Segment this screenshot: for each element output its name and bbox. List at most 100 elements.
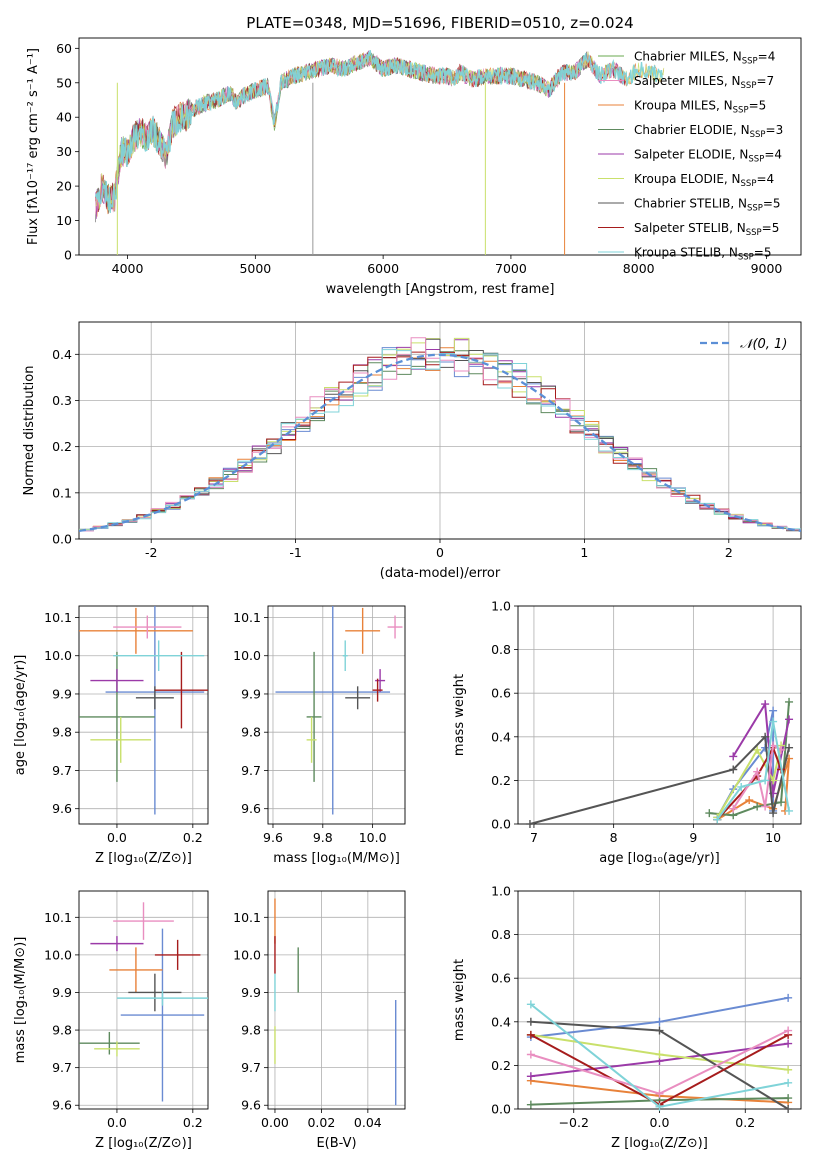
y-tick-label: 0.4: [491, 1014, 511, 1029]
y-tick-label: 9.8: [241, 1023, 261, 1038]
axes-frame: [78, 37, 802, 256]
y-tick-label: 10.1: [44, 610, 72, 625]
plot-spectrum: 4000 5000 6000 7000 8000 9000 0 10 20 30 40 50 60 wav…: [26, 37, 802, 297]
mass-weight-series: [716, 745, 783, 821]
plot-mass-vs-Z: 0.0 0.2 9.6 9.7 9.8 9.9 10.0 10.1 Z [log₁₀(Z/Z⊙)…: [13, 890, 209, 1151]
mass-weight-marker: [784, 1039, 793, 1048]
y-tick-label: 9.6: [52, 801, 72, 816]
axes-frame: [267, 605, 406, 825]
mass-weight-marker: [526, 1072, 535, 1081]
legend-entry: 𝒩(0, 1): [740, 337, 787, 352]
spectrum-series-line: [94, 49, 665, 213]
mass-weight-marker: [784, 1026, 793, 1035]
y-axis-label: mass [log₁₀(M/M⊙)]: [13, 937, 28, 1064]
y-tick-label: 0.6: [491, 686, 511, 701]
legend-entry: Salpeter MILES, NSSP=7: [634, 74, 774, 91]
y-tick-label: 9.6: [241, 801, 261, 816]
y-axis-label: Normed distribution: [22, 366, 37, 496]
legend-entry: Chabrier ELODIE, NSSP=3: [634, 123, 783, 140]
mass-weight-marker: [761, 802, 770, 811]
y-tick-label: 60: [56, 41, 72, 56]
legend-entry-name: Kroupa MILES, N: [634, 99, 733, 113]
legend-entry-name: Kroupa ELODIE, N: [634, 172, 741, 186]
y-tick-label: 40: [56, 110, 72, 125]
legend-entry-sub: SSP: [733, 106, 749, 116]
x-tick-label: 0.2: [183, 1115, 203, 1130]
y-tick-label: 0.2: [491, 1058, 511, 1073]
y-tick-label: 9.9: [52, 985, 72, 1000]
y-tick-label: 0.0: [491, 1102, 511, 1117]
mass-weight-marker: [784, 1065, 793, 1074]
legend-entry: Chabrier MILES, NSSP=4: [634, 50, 775, 67]
y-tick-label: 0.0: [491, 817, 511, 832]
legend-entry-count: =7: [756, 74, 774, 88]
errorbar-points: [275, 606, 403, 815]
x-tick-label: 7000: [495, 261, 527, 276]
x-tick-label: 0.04: [354, 1115, 382, 1130]
x-axis-label: Z [log₁₀(Z/Z⊙)]: [95, 851, 192, 866]
x-tick-label: 8: [610, 830, 618, 845]
mass-weight-marker: [737, 782, 746, 791]
x-tick-label: 0.2: [735, 1115, 755, 1130]
mass-weight-marker: [784, 1078, 793, 1087]
mass-weight-marker: [753, 767, 762, 776]
x-axis-label: Z [log₁₀(Z/Z⊙)]: [611, 1136, 708, 1151]
x-tick-label: 9.6: [263, 830, 283, 845]
x-tick-label: 0.0: [107, 830, 127, 845]
y-tick-label: 10.0: [233, 947, 261, 962]
mass-weight-marker: [729, 765, 738, 774]
plot-massweight-vs-Z: −0.2 0.0 0.2 0.0 0.2 0.4 0.6 0.8 1.0 Z [log₁₀(Z/Z…: [452, 884, 802, 1151]
y-tick-label: 9.8: [52, 1023, 72, 1038]
mass-weight-marker: [655, 1102, 664, 1111]
y-tick-label: 9.9: [52, 686, 72, 701]
axes-frame: [267, 890, 406, 1110]
errorbar-points: [79, 902, 208, 1102]
y-tick-label: 9.6: [241, 1098, 261, 1113]
y-tick-label: 9.7: [52, 1060, 72, 1075]
y-tick-label: 0.4: [491, 729, 511, 744]
y-tick-label: 10.1: [44, 910, 72, 925]
x-tick-label: 0: [436, 545, 444, 560]
y-tick-label: 0.8: [491, 927, 511, 942]
x-tick-label: 5000: [239, 261, 271, 276]
mass-weight-marker: [526, 1000, 535, 1009]
x-tick-label: -1: [289, 545, 301, 560]
x-tick-label: 10.0: [359, 830, 387, 845]
y-tick-label: 9.7: [241, 763, 261, 778]
figure-title: PLATE=0348, MJD=51696, FIBERID=0510, z=0…: [246, 14, 633, 32]
mass-weight-marker: [753, 802, 762, 811]
mass-weight-marker: [655, 1026, 664, 1035]
y-axis-label: mass weight: [452, 674, 467, 756]
y-tick-label: 0.4: [52, 347, 72, 362]
x-tick-label: 1: [580, 545, 588, 560]
mass-weight-marker: [745, 796, 754, 805]
legend-entry-sub: SSP: [738, 253, 754, 263]
y-tick-label: 9.8: [52, 725, 72, 740]
y-tick-label: 9.9: [241, 686, 261, 701]
x-tick-label: 0.00: [261, 1115, 289, 1130]
y-tick-label: 0.8: [491, 642, 511, 657]
x-axis-label: E(B-V): [316, 1136, 356, 1151]
y-tick-label: 30: [56, 144, 72, 159]
x-tick-label: 6000: [367, 261, 399, 276]
legend-entry-count: =5: [749, 99, 767, 113]
x-tick-label: 9.8: [313, 830, 333, 845]
mass-weight-marker: [526, 1100, 535, 1109]
legend-entry: Chabrier STELIB, NSSP=5: [634, 197, 781, 214]
mass-weight-marker: [777, 798, 786, 807]
legend-entry-name: Chabrier MILES, N: [634, 50, 742, 64]
legend-entry-name: Salpeter MILES, N: [634, 74, 741, 88]
y-tick-label: 10.0: [233, 648, 261, 663]
mass-weight-marker: [729, 804, 738, 813]
y-tick-label: 10.0: [44, 648, 72, 663]
legend-entry-sub: SSP: [741, 81, 757, 91]
x-tick-label: 8000: [623, 261, 655, 276]
y-tick-label: 10.0: [44, 947, 72, 962]
legend-entry-count: =5: [754, 246, 772, 260]
x-axis-label: mass [log₁₀(M/M⊙)]: [273, 851, 400, 866]
legend-entry-count: =4: [758, 50, 776, 64]
plot-age-vs-Z: 0.0 0.2 9.6 9.7 9.8 9.9 10.0 10.1 Z [log₁₀(Z/Z⊙)…: [13, 605, 209, 866]
mass-weight-marker: [526, 1017, 535, 1026]
x-tick-label: 0.0: [107, 1115, 127, 1130]
